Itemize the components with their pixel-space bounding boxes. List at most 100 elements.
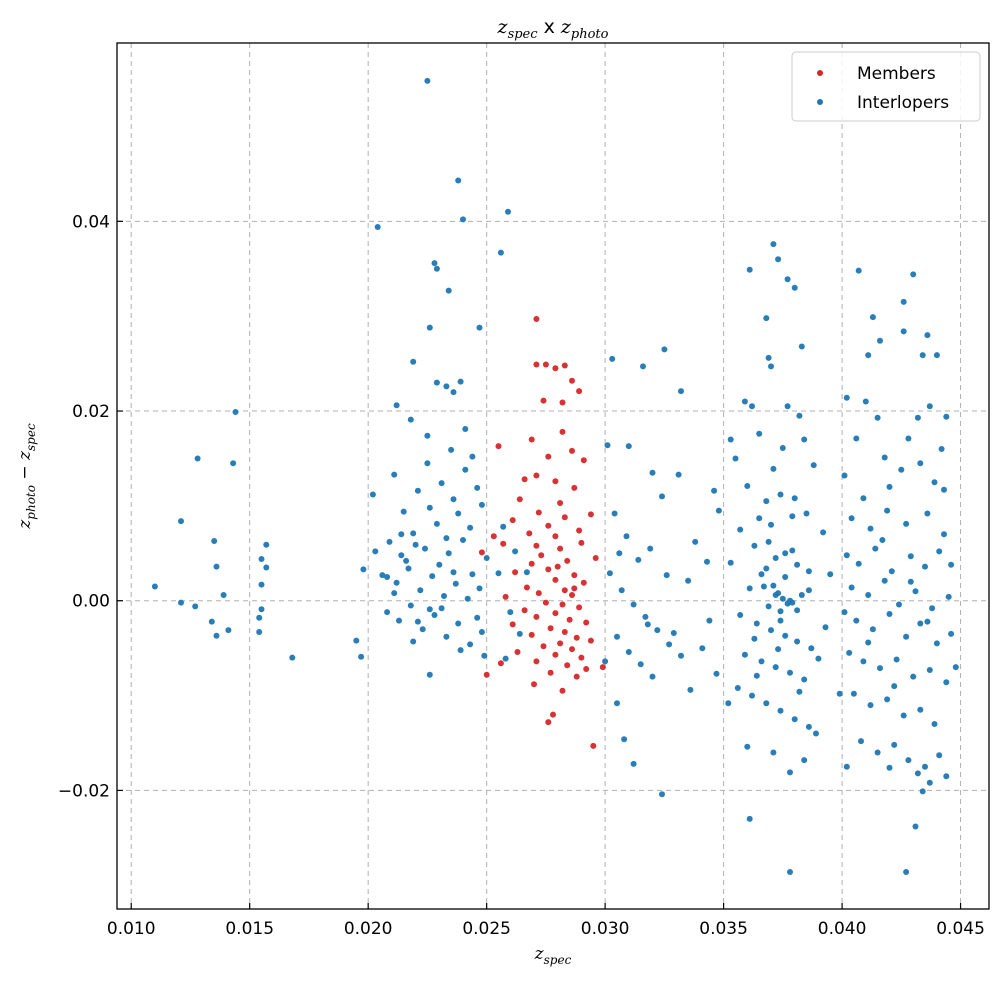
point-interlopers <box>777 608 784 615</box>
point-interlopers <box>903 869 910 875</box>
point-interlopers <box>678 652 684 659</box>
point-interlopers <box>948 630 955 637</box>
point-interlopers <box>289 654 296 661</box>
y-tick-label: 0.00 <box>72 592 110 612</box>
point-members <box>578 539 585 546</box>
point-interlopers <box>798 343 805 350</box>
point-interlopers <box>784 276 791 283</box>
point-interlopers <box>741 651 748 658</box>
grid-lines <box>117 43 989 909</box>
point-interlopers <box>727 436 734 443</box>
point-members <box>561 587 568 594</box>
point-interlopers <box>384 609 391 616</box>
point-interlopers <box>232 409 239 415</box>
point-interlopers <box>896 601 902 608</box>
point-members <box>564 662 571 669</box>
point-members <box>509 517 516 524</box>
point-interlopers <box>924 618 931 625</box>
point-interlopers <box>879 537 886 543</box>
point-interlopers <box>410 638 417 645</box>
point-interlopers <box>497 249 504 256</box>
point-interlopers <box>438 480 445 487</box>
point-interlopers <box>827 571 834 578</box>
point-members <box>483 671 490 678</box>
point-interlopers <box>426 606 433 613</box>
point-interlopers <box>924 332 931 339</box>
point-interlopers <box>455 510 462 517</box>
point-interlopers <box>914 770 921 777</box>
point-interlopers <box>630 601 637 608</box>
point-interlopers <box>407 602 414 609</box>
point-interlopers <box>858 738 864 745</box>
point-interlopers <box>407 416 414 423</box>
y-tick-label: 0.02 <box>72 402 110 422</box>
point-interlopers <box>777 617 784 624</box>
point-interlopers <box>777 491 784 498</box>
point-interlopers <box>685 577 692 584</box>
point-interlopers <box>810 462 817 469</box>
point-interlopers <box>917 460 924 467</box>
point-interlopers <box>659 493 665 500</box>
point-interlopers <box>779 595 786 602</box>
point-interlopers <box>462 466 469 473</box>
point-interlopers <box>441 593 447 599</box>
point-interlopers <box>860 658 867 665</box>
point-interlopers <box>436 561 443 568</box>
point-interlopers <box>393 579 400 586</box>
point-interlopers <box>869 626 876 633</box>
point-members <box>561 362 568 369</box>
point-interlopers <box>469 453 476 460</box>
point-interlopers <box>457 378 464 385</box>
point-members <box>521 607 528 614</box>
point-interlopers <box>922 763 928 770</box>
point-members <box>578 654 585 661</box>
point-interlopers <box>678 388 684 395</box>
point-members <box>599 664 606 671</box>
point-interlopers <box>782 550 789 557</box>
point-members <box>545 719 552 726</box>
point-interlopers <box>478 629 485 635</box>
point-interlopers <box>784 403 791 410</box>
point-interlopers <box>888 568 895 575</box>
x-tick-label: 0.020 <box>344 919 393 939</box>
point-interlopers <box>670 630 677 636</box>
point-interlopers <box>865 592 872 598</box>
point-members <box>566 616 573 623</box>
point-interlopers <box>495 570 502 577</box>
point-members <box>571 484 578 491</box>
point-members <box>490 533 497 540</box>
point-interlopers <box>737 526 744 533</box>
point-interlopers <box>213 632 220 639</box>
point-interlopers <box>424 460 431 467</box>
point-interlopers <box>855 560 862 567</box>
point-interlopers <box>258 581 265 588</box>
point-members <box>569 377 575 384</box>
point-interlopers <box>220 592 227 598</box>
point-interlopers <box>725 700 732 707</box>
point-interlopers <box>862 398 869 405</box>
point-interlopers <box>891 741 898 748</box>
point-members <box>533 658 540 665</box>
point-interlopers <box>746 266 753 273</box>
point-members <box>533 472 540 479</box>
point-interlopers <box>877 337 883 344</box>
point-interlopers <box>741 398 748 405</box>
point-interlopers <box>798 592 805 598</box>
point-interlopers <box>770 465 777 472</box>
point-interlopers <box>500 523 507 530</box>
point-interlopers <box>516 630 523 637</box>
point-members <box>535 590 542 597</box>
point-interlopers <box>450 569 457 576</box>
point-interlopers <box>637 661 644 668</box>
point-interlopers <box>616 550 623 557</box>
point-interlopers <box>751 635 758 642</box>
point-interlopers <box>787 669 793 676</box>
point-interlopers <box>424 432 431 439</box>
point-interlopers <box>905 757 912 764</box>
x-tick-label: 0.030 <box>581 919 630 939</box>
point-interlopers <box>625 649 632 655</box>
point-interlopers <box>874 414 881 421</box>
point-interlopers <box>753 620 760 627</box>
point-members <box>528 631 535 638</box>
point-members <box>552 576 559 583</box>
